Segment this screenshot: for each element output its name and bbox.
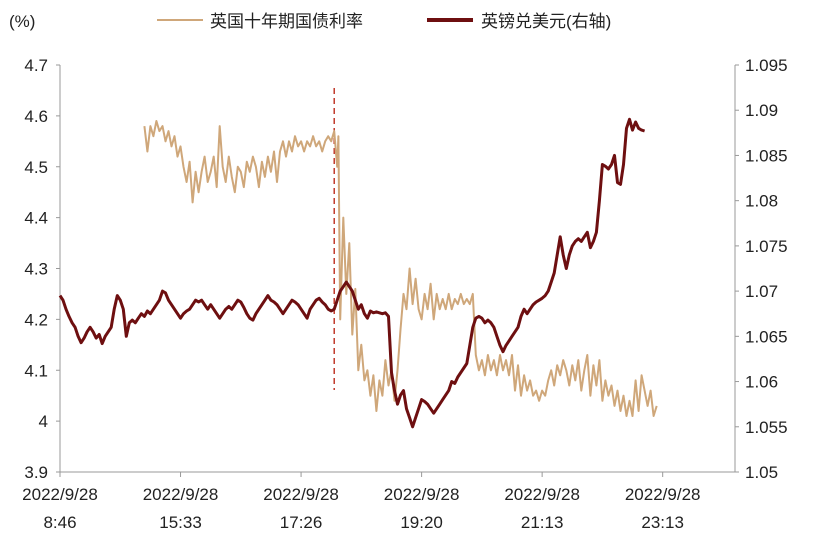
x-axis-tick-label: 2022/9/28 [143, 485, 219, 504]
right-axis-tick-label: 1.085 [745, 146, 788, 165]
left-axis-tick-label: 4.7 [24, 56, 48, 75]
legend-label-gilt-yield: 英国十年期国债利率 [210, 12, 363, 31]
x-axis-tick-label: 19:20 [400, 513, 443, 532]
left-axis-tick-label: 4.2 [24, 310, 48, 329]
legend: 英国十年期国债利率 英镑兑美元(右轴) [157, 12, 611, 31]
x-axis-tick-label: 2022/9/28 [263, 485, 339, 504]
left-axis-unit-label: (%) [9, 12, 35, 31]
right-axis-tick-label: 1.07 [745, 282, 778, 301]
left-axis-tick-label: 4.3 [24, 260, 48, 279]
series-line-gbpusd [58, 117, 646, 429]
plot-area: 3.9 4 4.1 4.2 4.3 4.4 4.5 4.6 4.7 1.05 1.055 1.06 1.… [22, 56, 787, 532]
right-axis-tick-label: 1.075 [745, 237, 788, 256]
x-axis-tick-label: 15:33 [159, 513, 202, 532]
x-axis-tick-label: 23:13 [641, 513, 684, 532]
left-axis-tick-label: 4 [39, 412, 48, 431]
right-axis-tick-label: 1.06 [745, 373, 778, 392]
series-line-gilt-yield [143, 120, 658, 417]
left-axis-tick-label: 3.9 [24, 463, 48, 482]
x-axis-tick-label: 8:46 [43, 513, 76, 532]
x-axis-tick-label: 21:13 [521, 513, 564, 532]
right-axis-tick-label: 1.095 [745, 56, 788, 75]
x-axis-tick-label: 2022/9/28 [22, 485, 98, 504]
x-axis-tick-label: 2022/9/28 [384, 485, 460, 504]
left-axis-tick-label: 4.5 [24, 158, 48, 177]
x-axis-tick-label: 2022/9/28 [625, 485, 701, 504]
left-axis-tick-label: 4.1 [24, 361, 48, 380]
right-axis-tick-label: 1.065 [745, 327, 788, 346]
left-axis-tick-label: 4.4 [24, 209, 48, 228]
left-axis-tick-label: 4.6 [24, 107, 48, 126]
x-axis-tick-label: 2022/9/28 [504, 485, 580, 504]
right-axis-tick-label: 1.055 [745, 418, 788, 437]
right-axis-tick-label: 1.08 [745, 192, 778, 211]
right-axis-tick-label: 1.09 [745, 101, 778, 120]
right-axis-tick-label: 1.05 [745, 463, 778, 482]
x-axis-tick-label: 17:26 [280, 513, 323, 532]
legend-label-gbpusd: 英镑兑美元(右轴) [481, 12, 611, 31]
